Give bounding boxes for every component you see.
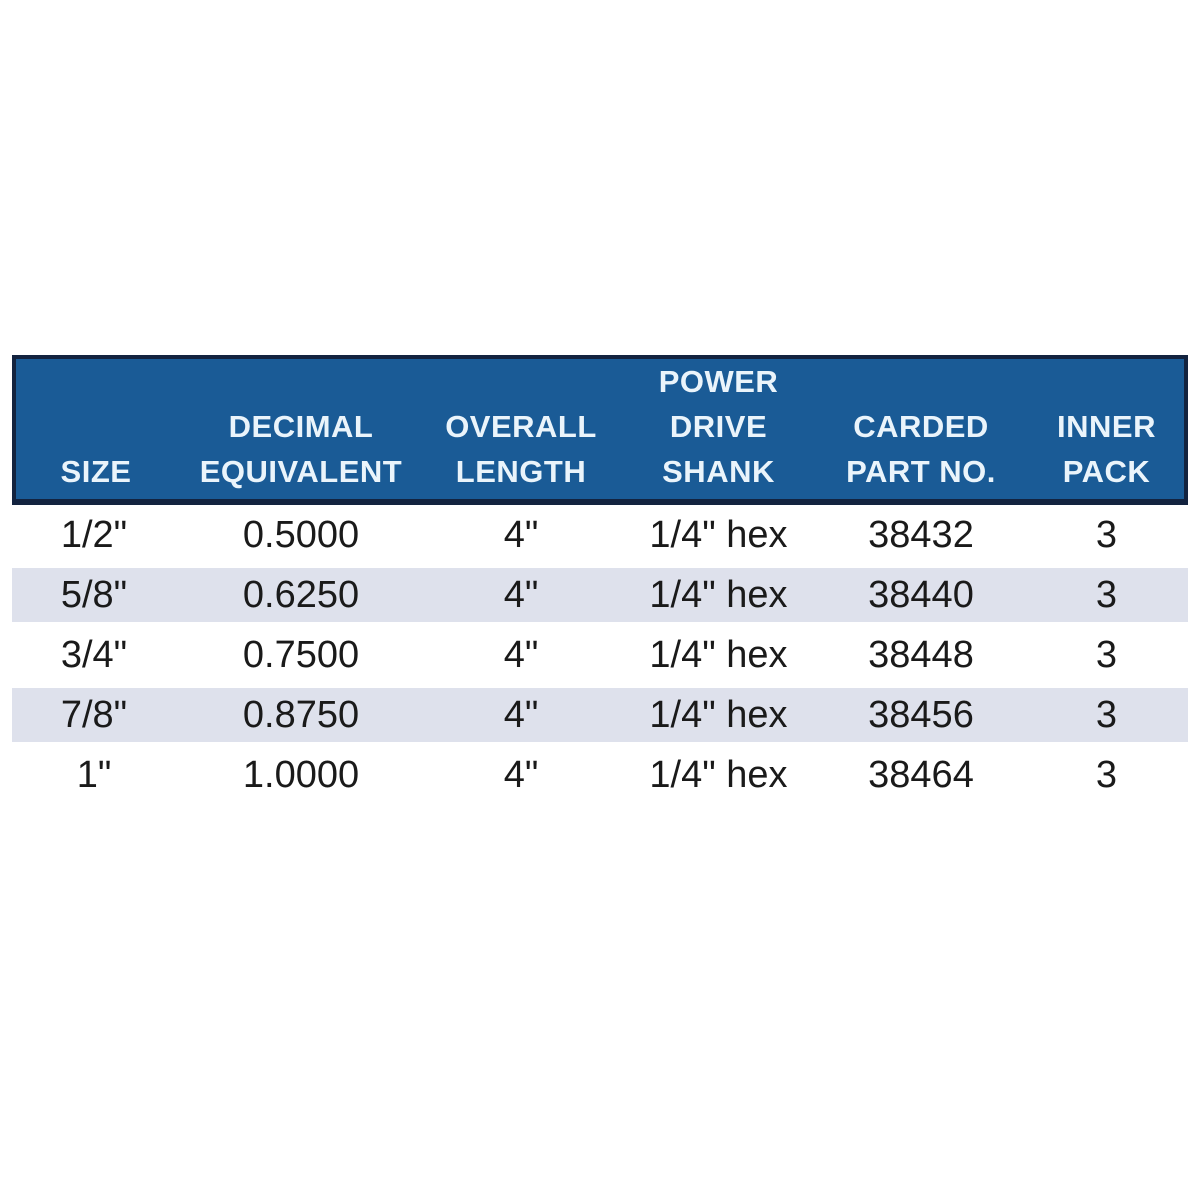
cell-decimal-equivalent: 0.5000 — [242, 513, 360, 556]
cell-overall-length: 4" — [503, 753, 539, 796]
header-label: DECIMAL — [228, 409, 374, 444]
header-cell-overall-length: OVERALL LENGTH — [426, 359, 616, 504]
header-label: INNER — [1057, 409, 1156, 444]
cell-power-drive-shank: 1/4" hex — [649, 753, 788, 796]
cell-power-drive-shank: 1/4" hex — [649, 573, 788, 616]
cell-inner-pack: 3 — [1095, 693, 1118, 736]
table-row: 7/8" 0.8750 4" 1/4" hex 38456 3 — [12, 685, 1188, 745]
cell-inner-pack: 3 — [1095, 633, 1118, 676]
cell-decimal-equivalent: 0.8750 — [242, 693, 360, 736]
header-label: CARDED — [853, 409, 989, 444]
table-row: 3/4" 0.7500 4" 1/4" hex 38448 3 — [12, 625, 1188, 685]
header-cell-decimal-equivalent: DECIMAL EQUIVALENT — [176, 359, 426, 504]
table-row: 1/2" 0.5000 4" 1/4" hex 38432 3 — [12, 505, 1188, 565]
header-label: SIZE — [60, 454, 132, 489]
table-row: 1" 1.0000 4" 1/4" hex 38464 3 — [12, 745, 1188, 805]
cell-carded-part-no: 38448 — [868, 633, 974, 676]
cell-size: 3/4" — [60, 633, 128, 676]
spec-table-body: 1/2" 0.5000 4" 1/4" hex 38432 3 5/8" 0.6… — [12, 505, 1188, 805]
cell-size: 5/8" — [60, 573, 128, 616]
cell-decimal-equivalent: 1.0000 — [242, 753, 360, 796]
header-label: PART NO. — [846, 454, 996, 489]
cell-power-drive-shank: 1/4" hex — [649, 633, 788, 676]
cell-size: 1/2" — [60, 513, 128, 556]
spec-table: SIZE DECIMAL EQUIVALENT OVERALL LENGTH P… — [12, 355, 1188, 805]
cell-inner-pack: 3 — [1095, 753, 1118, 796]
header-label: OVERALL — [445, 409, 597, 444]
header-label: EQUIVALENT — [199, 454, 403, 489]
cell-inner-pack: 3 — [1095, 573, 1118, 616]
cell-decimal-equivalent: 0.7500 — [242, 633, 360, 676]
header-label: DRIVE — [669, 409, 768, 444]
header-label: POWER — [658, 364, 779, 399]
header-cell-inner-pack: INNER PACK — [1021, 359, 1192, 504]
table-row: 5/8" 0.6250 4" 1/4" hex 38440 3 — [12, 565, 1188, 625]
cell-overall-length: 4" — [503, 573, 539, 616]
cell-overall-length: 4" — [503, 513, 539, 556]
cell-power-drive-shank: 1/4" hex — [649, 693, 788, 736]
cell-size: 7/8" — [60, 693, 128, 736]
cell-carded-part-no: 38456 — [868, 693, 974, 736]
cell-overall-length: 4" — [503, 693, 539, 736]
header-cell-power-drive-shank: POWER DRIVE SHANK — [616, 359, 821, 504]
header-cell-size: SIZE — [16, 359, 176, 504]
cell-carded-part-no: 38440 — [868, 573, 974, 616]
cell-carded-part-no: 38464 — [868, 753, 974, 796]
spec-table-header-row: SIZE DECIMAL EQUIVALENT OVERALL LENGTH P… — [12, 355, 1188, 505]
cell-inner-pack: 3 — [1095, 513, 1118, 556]
header-label: SHANK — [662, 454, 775, 489]
cell-overall-length: 4" — [503, 633, 539, 676]
header-label: PACK — [1062, 454, 1151, 489]
cell-power-drive-shank: 1/4" hex — [649, 513, 788, 556]
cell-carded-part-no: 38432 — [868, 513, 974, 556]
cell-decimal-equivalent: 0.6250 — [242, 573, 360, 616]
cell-size: 1" — [76, 753, 112, 796]
header-cell-carded-part-no: CARDED PART NO. — [821, 359, 1021, 504]
header-label: LENGTH — [455, 454, 587, 489]
